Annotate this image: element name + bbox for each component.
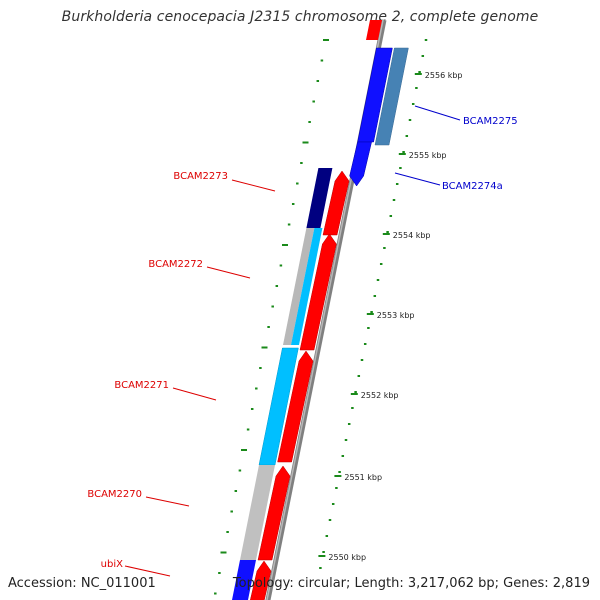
accession-label: Accession: NC_011001 xyxy=(8,576,156,591)
leader-line-bcam2273 xyxy=(231,179,276,192)
cds-arrow-3 xyxy=(277,350,314,463)
gene-feature-bcam2270 xyxy=(240,465,275,560)
gene-feature-bcam2274a xyxy=(349,141,372,187)
leader-line-bcam2271 xyxy=(172,387,217,401)
gene-label-bcam2272: BCAM2272 xyxy=(148,259,203,270)
gene-label-bcam2274a: BCAM2274a xyxy=(442,181,503,192)
leader-line-bcam2270 xyxy=(145,496,190,507)
leader-line-ubix xyxy=(124,565,171,577)
map-title: Burkholderia cenocepacia J2315 chromosom… xyxy=(61,9,539,25)
cds-arrow-1 xyxy=(322,170,350,236)
topology-label: Topology: circular; Length: 3,217,062 bp… xyxy=(232,576,590,591)
cds-arrow-top xyxy=(366,20,382,40)
gene-label-bcam2273: BCAM2273 xyxy=(173,171,228,182)
gene-label-bcam2275: BCAM2275 xyxy=(463,116,518,127)
leader-line-bcam2272 xyxy=(206,266,251,279)
cds-arrow-5 xyxy=(250,560,272,600)
gene-label-ubix: ubiX xyxy=(101,559,123,570)
scale-label: 2553 kbp xyxy=(377,311,415,320)
gene-label-bcam2271: BCAM2271 xyxy=(114,380,169,391)
gene-feature-ubix xyxy=(232,560,256,600)
scale-label: 2556 kbp xyxy=(425,71,463,80)
scale-label: 2555 kbp xyxy=(409,151,447,160)
cds-arrow-4 xyxy=(257,465,291,561)
gene-label-bcam2270: BCAM2270 xyxy=(87,489,142,500)
scale-label: 2554 kbp xyxy=(393,231,431,240)
gene-feature-bcam2272 xyxy=(291,228,323,345)
scale-label: 2551 kbp xyxy=(344,473,382,482)
gene-feature-bcam2272-gray xyxy=(283,228,315,345)
gene-feature-bcam2275-cds xyxy=(357,47,393,143)
gene-feature-bcam2275 xyxy=(374,47,409,146)
cds-arrow-2 xyxy=(299,233,337,351)
scale-label: 2550 kbp xyxy=(328,553,366,562)
leader-line-bcam2274a xyxy=(394,172,441,186)
leader-line-bcam2275 xyxy=(414,105,461,121)
scale-label: 2552 kbp xyxy=(361,391,399,400)
gene-feature-bcam2273 xyxy=(306,168,333,228)
